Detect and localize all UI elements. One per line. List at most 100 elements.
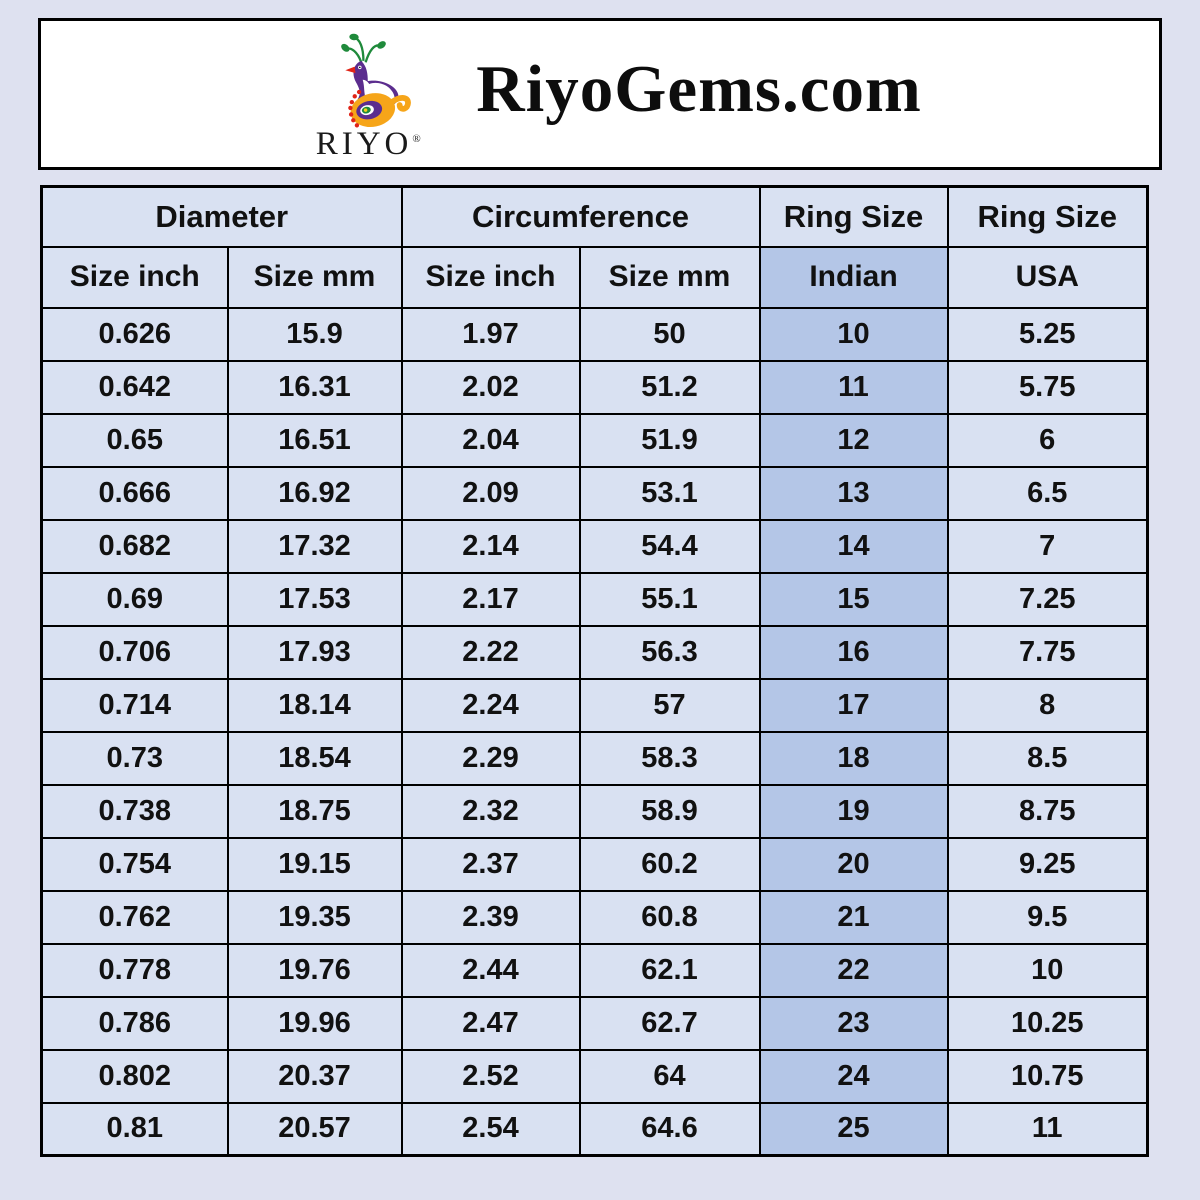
table-cell: 17.93 [226,624,403,680]
table-cell: 5.25 [946,306,1149,362]
table-cell: 19.35 [226,889,403,945]
table-cell: 18.14 [226,677,403,733]
registered-mark: ® [412,133,421,145]
table-cell: 0.626 [40,306,229,362]
table-row: 0.666 16.92 2.09 53.1 13 6.5 [40,465,1149,521]
table-cell: 10 [946,942,1149,998]
table-body: 0.626 15.9 1.97 50 10 5.25 0.642 16.31 2.02 51.2 1… [40,306,1149,1157]
table-cell: 25 [758,1101,949,1157]
table-cell: 19.15 [226,836,403,892]
table-cell: 2.29 [400,730,581,786]
table-cell: 51.2 [578,359,761,415]
column-header-usa: USA [946,245,1149,309]
group-header-ring-size: Ring Size [946,185,1149,248]
table-cell: 16.31 [226,359,403,415]
table-cell: 0.65 [40,412,229,468]
table-cell: 19.76 [226,942,403,998]
table-cell: 2.04 [400,412,581,468]
table-row: 0.754 19.15 2.37 60.2 20 9.25 [40,836,1149,892]
table-cell: 54.4 [578,518,761,574]
table-cell: 2.02 [400,359,581,415]
table-cell: 55.1 [578,571,761,627]
group-header-circumference: Circumference [400,185,761,248]
table-cell: 60.2 [578,836,761,892]
table-cell: 1.97 [400,306,581,362]
table-row: 0.738 18.75 2.32 58.9 19 8.75 [40,783,1149,839]
table-cell: 10 [758,306,949,362]
table-row: 0.802 20.37 2.52 64 24 10.75 [40,1048,1149,1104]
table-cell: 7.25 [946,571,1149,627]
table-cell: 0.81 [40,1101,229,1157]
table-cell: 17.32 [226,518,403,574]
ring-size-table: Diameter Circumference Ring Size Ring Size … [40,185,1149,1157]
table-cell: 6 [946,412,1149,468]
table-cell: 0.706 [40,624,229,680]
table-cell: 0.738 [40,783,229,839]
table-cell: 0.754 [40,836,229,892]
table-cell: 2.39 [400,889,581,945]
table-cell: 2.54 [400,1101,581,1157]
table-row: 0.69 17.53 2.17 55.1 15 7.25 [40,571,1149,627]
table-cell: 11 [946,1101,1149,1157]
table-cell: 20.37 [226,1048,403,1104]
table-cell: 12 [758,412,949,468]
table-cell: 2.44 [400,942,581,998]
table-cell: 62.1 [578,942,761,998]
table-cell: 19 [758,783,949,839]
table-row: 0.642 16.31 2.02 51.2 11 5.75 [40,359,1149,415]
column-header-size-inch: Size inch [400,245,581,309]
table-cell: 17 [758,677,949,733]
table-cell: 51.9 [578,412,761,468]
table-row: 0.73 18.54 2.29 58.3 18 8.5 [40,730,1149,786]
table-cell: 50 [578,306,761,362]
group-header-ring-size: Ring Size [758,185,949,248]
table-row: 0.81 20.57 2.54 64.6 25 11 [40,1101,1149,1157]
table-cell: 10.75 [946,1048,1149,1104]
table-cell: 20 [758,836,949,892]
table-cell: 9.5 [946,889,1149,945]
table-cell: 16.92 [226,465,403,521]
table-cell: 0.778 [40,942,229,998]
table-cell: 60.8 [578,889,761,945]
table-cell: 6.5 [946,465,1149,521]
table-cell: 0.762 [40,889,229,945]
table-cell: 64.6 [578,1101,761,1157]
table-cell: 10.25 [946,995,1149,1051]
peacock-icon [340,33,411,128]
table-cell: 5.75 [946,359,1149,415]
table-cell: 22 [758,942,949,998]
table-cell: 58.3 [578,730,761,786]
table-cell: 57 [578,677,761,733]
table-cell: 0.714 [40,677,229,733]
table-cell: 13 [758,465,949,521]
table-cell: 0.802 [40,1048,229,1104]
table-cell: 8.5 [946,730,1149,786]
table-cell: 2.22 [400,624,581,680]
table-row: 0.706 17.93 2.22 56.3 16 7.75 [40,624,1149,680]
table-cell: 56.3 [578,624,761,680]
table-cell: 0.666 [40,465,229,521]
table-cell: 7.75 [946,624,1149,680]
table-cell: 15 [758,571,949,627]
group-header-row: Diameter Circumference Ring Size Ring Size [40,185,1149,248]
table-cell: 2.14 [400,518,581,574]
group-header-diameter: Diameter [40,185,403,248]
table-cell: 0.786 [40,995,229,1051]
table-cell: 0.642 [40,359,229,415]
table-cell: 64 [578,1048,761,1104]
table-row: 0.65 16.51 2.04 51.9 12 6 [40,412,1149,468]
table-cell: 0.69 [40,571,229,627]
column-header-size-mm: Size mm [226,245,403,309]
table-cell: 7 [946,518,1149,574]
table-cell: 53.1 [578,465,761,521]
table-cell: 2.32 [400,783,581,839]
table-row: 0.786 19.96 2.47 62.7 23 10.25 [40,995,1149,1051]
table-cell: 24 [758,1048,949,1104]
table-cell: 8.75 [946,783,1149,839]
table-row: 0.762 19.35 2.39 60.8 21 9.5 [40,889,1149,945]
column-header-size-inch: Size inch [40,245,229,309]
table-cell: 9.25 [946,836,1149,892]
table-cell: 21 [758,889,949,945]
table-cell: 23 [758,995,949,1051]
table-cell: 18 [758,730,949,786]
